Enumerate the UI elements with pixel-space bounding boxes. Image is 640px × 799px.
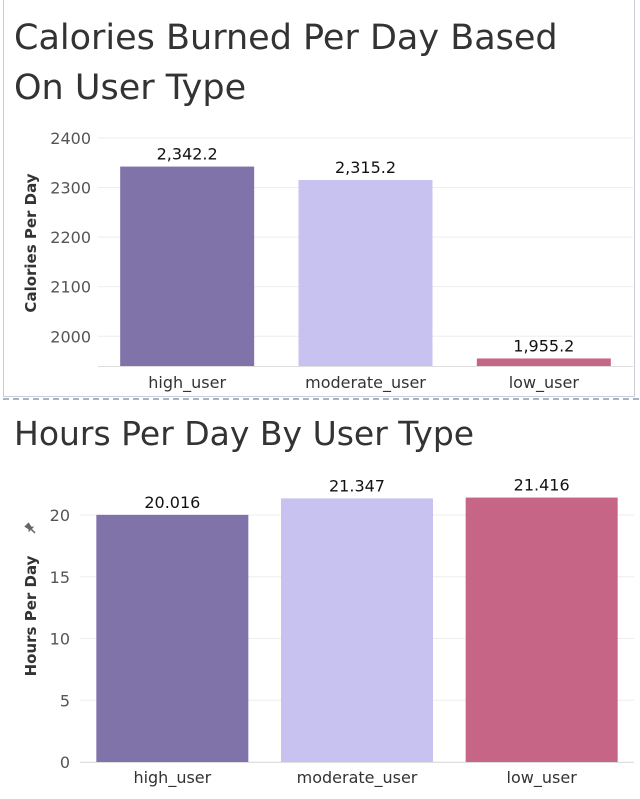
bar-value-label: 21.347 xyxy=(329,476,385,495)
y-tick-label: 2400 xyxy=(50,129,91,148)
y-axis-label: Hours Per Day xyxy=(22,555,40,676)
bar-moderate_user[interactable] xyxy=(298,179,433,366)
calories-chart-title: Calories Burned Per Day Based On User Ty… xyxy=(14,18,558,108)
bar-value-label: 20.016 xyxy=(144,493,200,512)
calories-chart-panel xyxy=(3,0,639,400)
y-tick-label: 15 xyxy=(50,568,70,587)
bar-value-label: 2,342.2 xyxy=(157,145,218,164)
bar-moderate_user[interactable] xyxy=(281,498,433,762)
bar-high_user[interactable] xyxy=(120,166,255,366)
bar-value-label: 1,955.2 xyxy=(513,336,574,355)
y-tick-label: 2300 xyxy=(50,179,91,198)
x-category-label: moderate_user xyxy=(297,768,418,788)
y-tick-label: 20 xyxy=(50,506,70,525)
hours-chart-title: Hours Per Day By User Type xyxy=(14,414,475,453)
y-tick-label: 2200 xyxy=(50,228,91,247)
pin-icon[interactable] xyxy=(24,522,38,536)
bar-value-label: 21.416 xyxy=(514,476,570,495)
calories-bar-chart: 2000 2100 2200 2300 2400 Calories Per Day 2,34… xyxy=(22,129,633,393)
y-axis-label: Calories Per Day xyxy=(22,173,40,312)
bar-low_user[interactable] xyxy=(476,358,611,366)
x-category-label: high_user xyxy=(133,768,211,788)
panel-divider xyxy=(3,398,639,400)
x-category-label: high_user xyxy=(148,373,226,393)
bar-high_user[interactable] xyxy=(96,514,249,762)
y-tick-label: 10 xyxy=(50,630,70,649)
x-category-label: low_user xyxy=(507,768,578,788)
x-category-label: moderate_user xyxy=(305,373,426,393)
y-tick-label: 5 xyxy=(60,691,70,710)
y-tick-label: 0 xyxy=(60,753,70,772)
y-tick-label: 2000 xyxy=(50,327,91,346)
y-tick-label: 2100 xyxy=(50,278,91,297)
panel-frame xyxy=(3,0,635,397)
bar-low_user[interactable] xyxy=(465,497,618,762)
bar-value-label: 2,315.2 xyxy=(335,158,396,177)
x-category-label: low_user xyxy=(509,373,580,393)
